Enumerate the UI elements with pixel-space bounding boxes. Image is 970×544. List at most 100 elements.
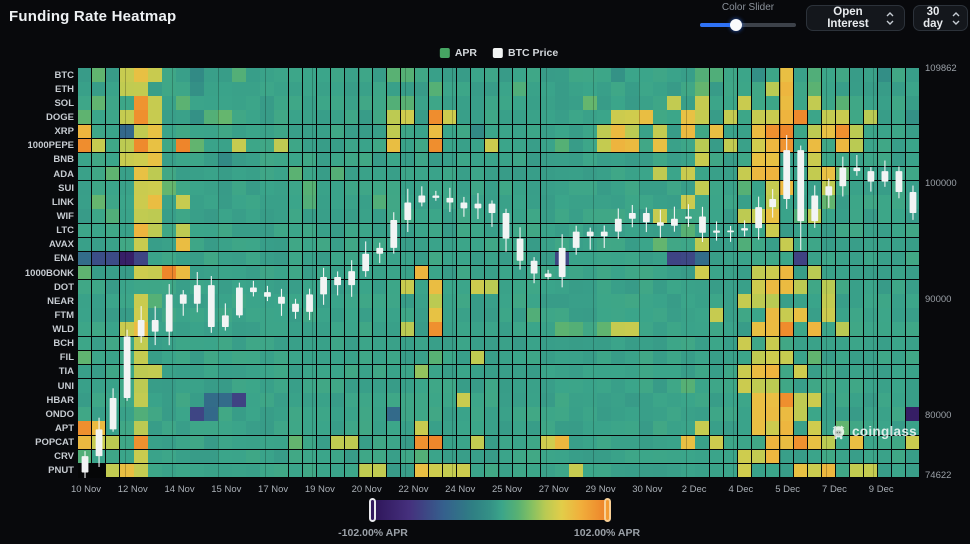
heatmap-cell[interactable] — [737, 96, 751, 110]
heatmap-cell[interactable] — [695, 209, 709, 223]
heatmap-cell[interactable] — [400, 251, 415, 266]
heatmap-cell[interactable] — [863, 449, 878, 464]
heatmap-cell[interactable] — [569, 110, 583, 124]
heatmap-cell[interactable] — [751, 124, 766, 139]
heatmap-cell[interactable] — [681, 280, 695, 294]
heatmap-cell[interactable] — [751, 181, 766, 195]
colorbar-max-handle[interactable] — [604, 498, 611, 522]
heatmap-cell[interactable] — [148, 237, 162, 252]
heatmap-cell[interactable] — [148, 209, 162, 223]
heatmap-cell[interactable] — [204, 435, 218, 450]
color-slider-thumb[interactable] — [730, 19, 743, 31]
heatmap-cell[interactable] — [456, 350, 471, 365]
heatmap-cell[interactable] — [260, 166, 274, 181]
heatmap-cell[interactable] — [695, 152, 709, 167]
heatmap-cell[interactable] — [484, 96, 499, 110]
heatmap-cell[interactable] — [765, 96, 780, 110]
heatmap-cell[interactable] — [583, 294, 597, 308]
heatmap-cell[interactable] — [176, 82, 190, 96]
heatmap-cell[interactable] — [611, 110, 625, 124]
heatmap-cell[interactable] — [218, 449, 232, 464]
heatmap-cell[interactable] — [807, 181, 822, 195]
heatmap-cell[interactable] — [120, 294, 134, 308]
heatmap-cell[interactable] — [232, 96, 246, 110]
heatmap-cell[interactable] — [386, 152, 401, 167]
heatmap-cell[interactable] — [400, 379, 415, 393]
heatmap-cell[interactable] — [667, 96, 681, 110]
heatmap-cell[interactable] — [344, 449, 359, 464]
heatmap-cell[interactable] — [891, 209, 906, 223]
heatmap-cell[interactable] — [905, 181, 920, 195]
heatmap-cell[interactable] — [793, 195, 808, 209]
heatmap-cell[interactable] — [793, 82, 808, 96]
heatmap-cell[interactable] — [709, 407, 723, 421]
heatmap-cell[interactable] — [218, 379, 232, 393]
heatmap-cell[interactable] — [78, 350, 92, 365]
heatmap-cell[interactable] — [625, 421, 639, 435]
heatmap-cell[interactable] — [246, 393, 260, 407]
heatmap-cell[interactable] — [779, 449, 794, 464]
heatmap-cell[interactable] — [92, 294, 106, 308]
heatmap-cell[interactable] — [442, 68, 457, 82]
heatmap-cell[interactable] — [821, 421, 836, 435]
heatmap-cell[interactable] — [863, 350, 878, 365]
heatmap-cell[interactable] — [330, 195, 345, 209]
heatmap-cell[interactable] — [877, 82, 892, 96]
heatmap-cell[interactable] — [204, 294, 218, 308]
heatmap-cell[interactable] — [246, 96, 260, 110]
heatmap-cell[interactable] — [344, 364, 359, 379]
heatmap-cell[interactable] — [597, 449, 611, 464]
heatmap-cell[interactable] — [849, 407, 864, 421]
heatmap-cell[interactable] — [330, 209, 345, 223]
heatmap-cell[interactable] — [190, 152, 204, 167]
heatmap-cell[interactable] — [344, 223, 359, 238]
heatmap-cell[interactable] — [190, 265, 204, 280]
heatmap-cell[interactable] — [765, 449, 780, 464]
heatmap-cell[interactable] — [400, 223, 415, 238]
heatmap-cell[interactable] — [316, 223, 330, 238]
heatmap-cell[interactable] — [316, 265, 330, 280]
heatmap-cell[interactable] — [106, 209, 120, 223]
heatmap-cell[interactable] — [176, 393, 190, 407]
heatmap-cell[interactable] — [162, 265, 176, 280]
heatmap-cell[interactable] — [274, 322, 288, 336]
heatmap-cell[interactable] — [260, 223, 274, 238]
heatmap-cell[interactable] — [527, 152, 541, 167]
heatmap-cell[interactable] — [499, 364, 513, 379]
heatmap-cell[interactable] — [218, 195, 232, 209]
metric-dropdown[interactable]: Open Interest — [806, 5, 905, 31]
heatmap-cell[interactable] — [527, 449, 541, 464]
heatmap-cell[interactable] — [484, 251, 499, 266]
heatmap-cell[interactable] — [190, 294, 204, 308]
heatmap-cell[interactable] — [400, 237, 415, 252]
heatmap-cell[interactable] — [232, 407, 246, 421]
heatmap-cell[interactable] — [765, 463, 780, 478]
heatmap-cell[interactable] — [414, 181, 429, 195]
heatmap-cell[interactable] — [667, 407, 681, 421]
heatmap-cell[interactable] — [709, 96, 723, 110]
heatmap-cell[interactable] — [821, 294, 836, 308]
heatmap-cell[interactable] — [400, 435, 415, 450]
heatmap-cell[interactable] — [302, 322, 316, 336]
heatmap-cell[interactable] — [667, 209, 681, 223]
heatmap-cell[interactable] — [372, 407, 387, 421]
heatmap-cell[interactable] — [555, 280, 569, 294]
heatmap-cell[interactable] — [709, 435, 723, 450]
heatmap-cell[interactable] — [527, 393, 541, 407]
heatmap-cell[interactable] — [134, 82, 148, 96]
heatmap-cell[interactable] — [709, 166, 723, 181]
heatmap-cell[interactable] — [793, 350, 808, 365]
heatmap-cell[interactable] — [456, 181, 471, 195]
heatmap-cell[interactable] — [779, 393, 794, 407]
heatmap-cell[interactable] — [849, 308, 864, 322]
heatmap-cell[interactable] — [372, 181, 387, 195]
heatmap-cell[interactable] — [639, 449, 653, 464]
heatmap-cell[interactable] — [625, 124, 639, 139]
heatmap-cell[interactable] — [274, 393, 288, 407]
heatmap-cell[interactable] — [218, 209, 232, 223]
heatmap-cell[interactable] — [765, 152, 780, 167]
heatmap-cell[interactable] — [386, 110, 401, 124]
heatmap-cell[interactable] — [134, 223, 148, 238]
heatmap-cell[interactable] — [555, 209, 569, 223]
heatmap-cell[interactable] — [106, 237, 120, 252]
